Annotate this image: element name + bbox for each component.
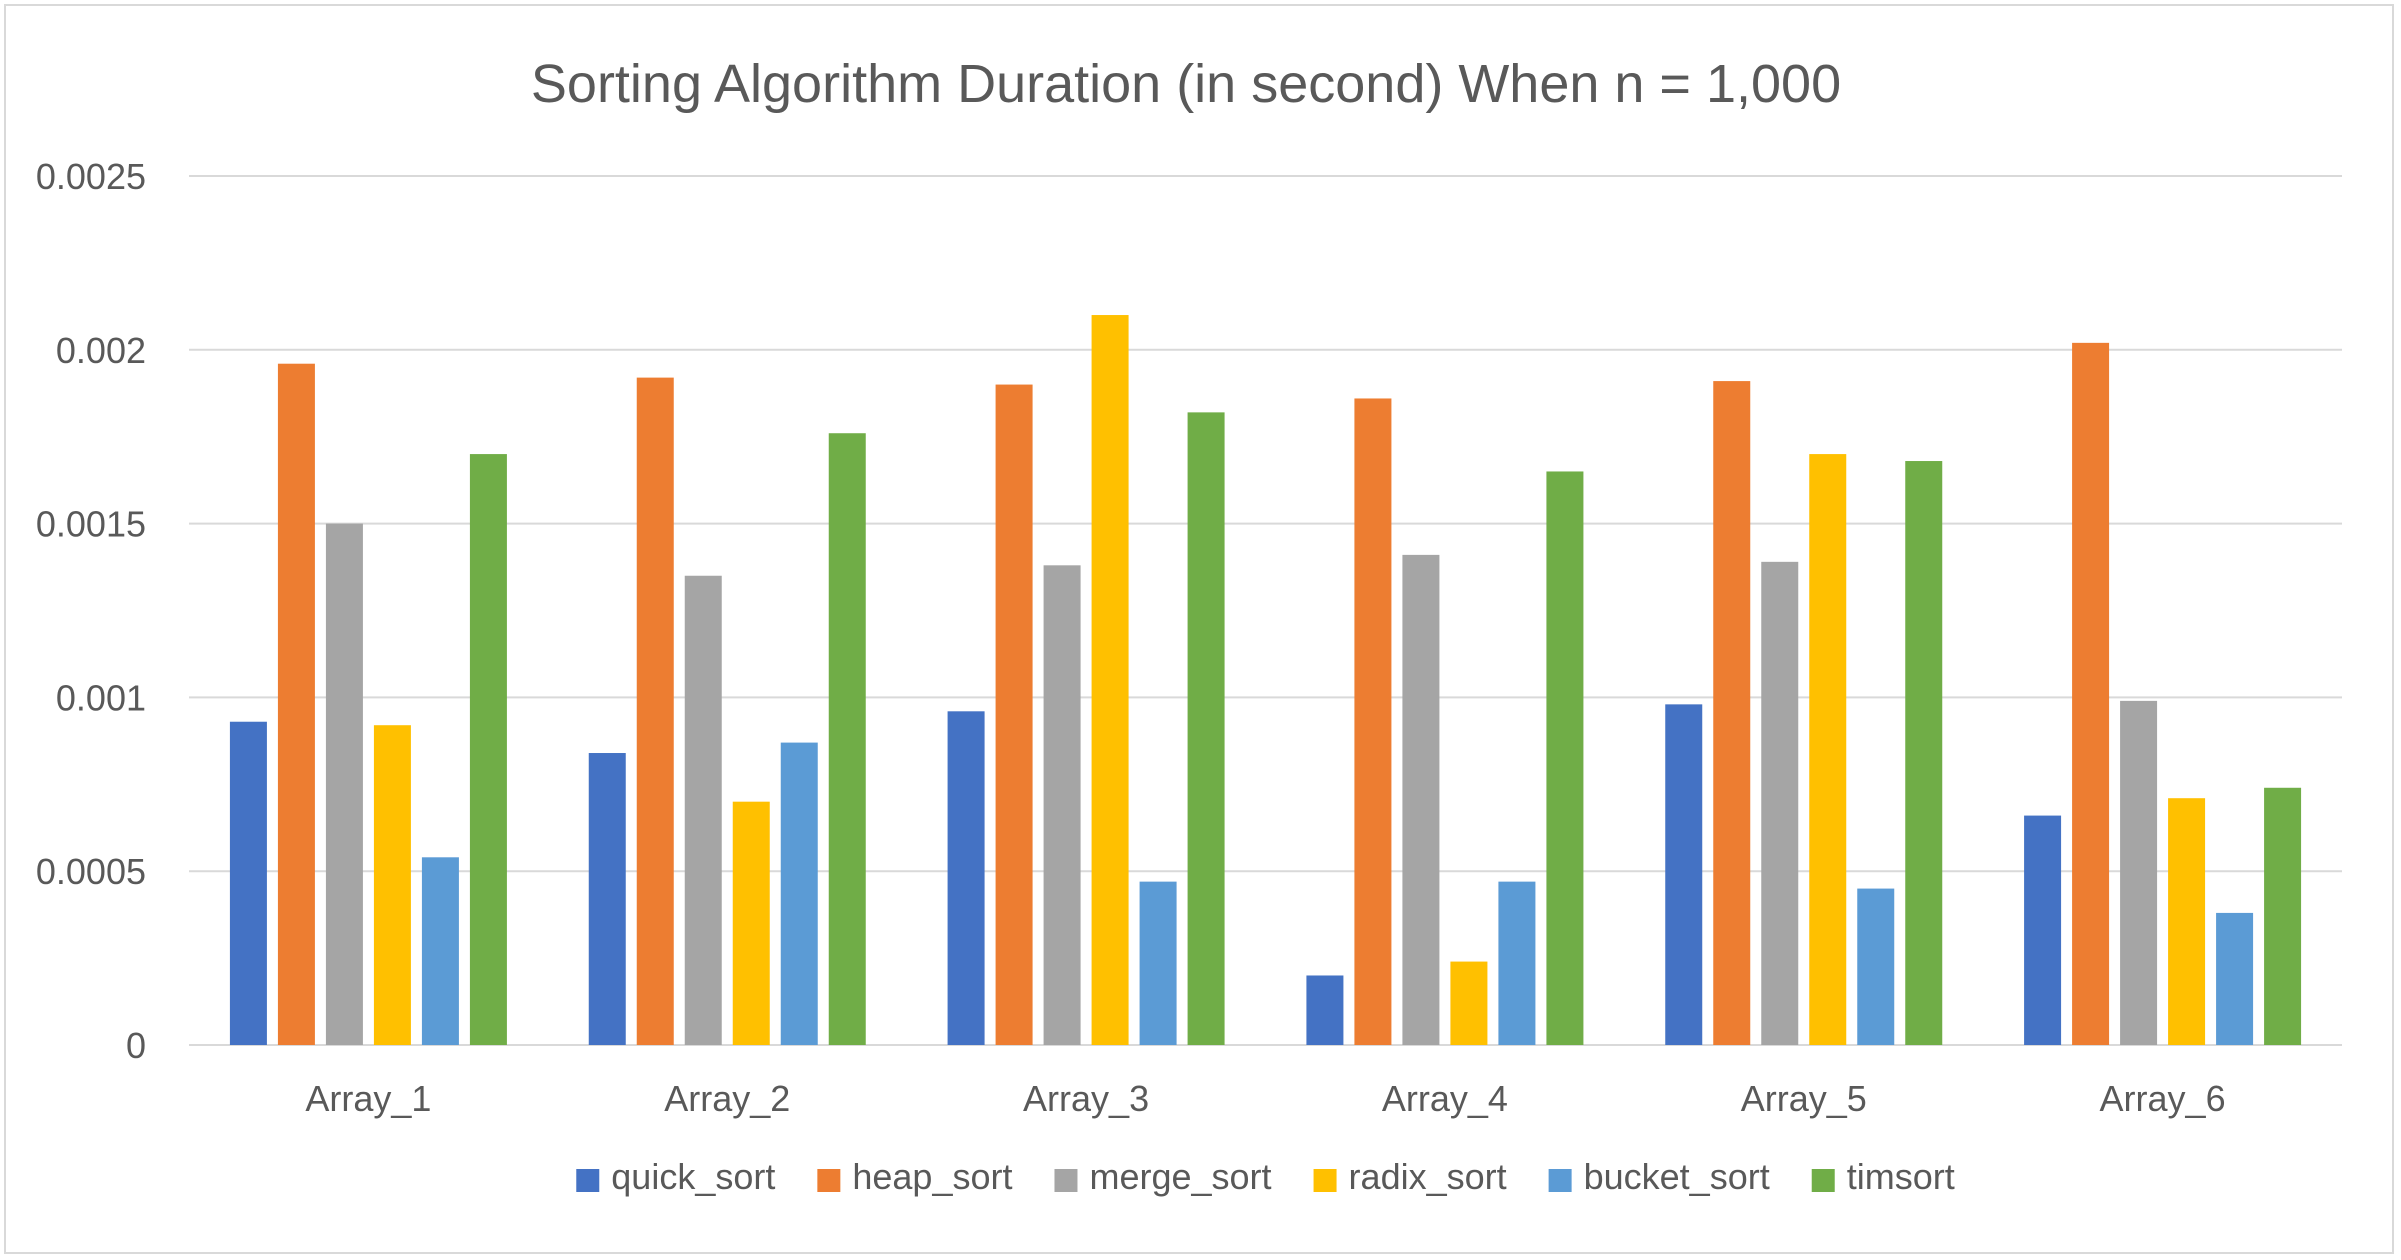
x-tick-label: Array_3 xyxy=(1023,1078,1149,1119)
bar-radix_sort-Array_3 xyxy=(1091,315,1129,1045)
bar-heap_sort-Array_1 xyxy=(277,363,315,1046)
bar-timsort-Array_6 xyxy=(2264,787,2302,1045)
bar-bucket_sort-Array_2 xyxy=(780,742,818,1045)
legend-swatch xyxy=(1548,1169,1572,1192)
legend-label: quick_sort xyxy=(611,1156,775,1197)
bar-timsort-Array_4 xyxy=(1546,471,1584,1046)
legend-item-bucket_sort: bucket_sort xyxy=(1548,1156,1770,1197)
x-axis-labels: Array_1 Array_2 Array_3 Array_4 Array_5 Array… xyxy=(305,1078,2225,1119)
x-tick-label: Array_4 xyxy=(1382,1078,1508,1119)
legend-swatch xyxy=(1811,1169,1835,1192)
bar-timsort-Array_5 xyxy=(1905,461,1943,1046)
x-tick-label: Array_5 xyxy=(1741,1078,1867,1119)
y-tick-label: 0.001 xyxy=(56,677,146,718)
bar-merge_sort-Array_4 xyxy=(1402,554,1440,1045)
bar-quick_sort-Array_2 xyxy=(588,753,626,1045)
bar-merge_sort-Array_2 xyxy=(684,575,722,1045)
legend-item-merge_sort: merge_sort xyxy=(1054,1156,1272,1197)
bar-heap_sort-Array_2 xyxy=(636,377,674,1045)
bar-quick_sort-Array_5 xyxy=(1665,704,1703,1045)
bar-bucket_sort-Array_3 xyxy=(1139,881,1177,1045)
legend-label: radix_sort xyxy=(1349,1156,1507,1197)
bar-merge_sort-Array_3 xyxy=(1043,565,1081,1045)
bar-quick_sort-Array_4 xyxy=(1306,975,1344,1045)
legend-label: merge_sort xyxy=(1089,1156,1271,1197)
bar-quick_sort-Array_6 xyxy=(2024,815,2062,1045)
legend-swatch xyxy=(576,1169,600,1192)
bar-quick_sort-Array_1 xyxy=(229,721,267,1045)
legend-label: timsort xyxy=(1847,1156,1955,1197)
legend-label: bucket_sort xyxy=(1584,1156,1770,1197)
legend-swatch xyxy=(817,1169,841,1192)
bar-heap_sort-Array_4 xyxy=(1354,398,1392,1045)
legend-item-radix_sort: radix_sort xyxy=(1313,1156,1507,1197)
legend-item-quick_sort: quick_sort xyxy=(576,1156,775,1197)
bar-merge_sort-Array_6 xyxy=(2120,700,2158,1045)
bar-quick_sort-Array_3 xyxy=(947,711,985,1045)
bars xyxy=(229,315,2302,1046)
bar-radix_sort-Array_4 xyxy=(1450,961,1488,1045)
chart-title: Sorting Algorithm Duration (in second) W… xyxy=(531,54,1841,114)
bar-bucket_sort-Array_6 xyxy=(2216,912,2254,1045)
legend-item-heap_sort: heap_sort xyxy=(817,1156,1012,1197)
bar-heap_sort-Array_6 xyxy=(2072,342,2110,1045)
bar-chart: Sorting Algorithm Duration (in second) W… xyxy=(36,54,2342,1197)
x-tick-label: Array_2 xyxy=(664,1078,790,1119)
bar-radix_sort-Array_6 xyxy=(2168,798,2206,1045)
legend: quick_sort heap_sort merge_sort radix_sort b… xyxy=(576,1156,1955,1197)
bar-radix_sort-Array_2 xyxy=(732,801,770,1045)
bar-heap_sort-Array_3 xyxy=(995,384,1033,1045)
y-axis-labels: 0 0.0005 0.001 0.0015 0.002 0.0025 xyxy=(36,156,146,1066)
bar-heap_sort-Array_5 xyxy=(1713,381,1751,1046)
bar-bucket_sort-Array_1 xyxy=(421,857,459,1045)
y-tick-label: 0.002 xyxy=(56,330,146,371)
bar-merge_sort-Array_1 xyxy=(325,523,363,1045)
bar-bucket_sort-Array_5 xyxy=(1857,888,1895,1045)
y-tick-label: 0 xyxy=(126,1025,146,1066)
bar-bucket_sort-Array_4 xyxy=(1498,881,1536,1045)
legend-item-timsort: timsort xyxy=(1811,1156,1955,1197)
bar-timsort-Array_2 xyxy=(828,433,866,1045)
x-tick-label: Array_1 xyxy=(305,1078,431,1119)
gridlines xyxy=(189,175,2342,1046)
chart-frame: Sorting Algorithm Duration (in second) W… xyxy=(4,4,2394,1254)
bar-timsort-Array_3 xyxy=(1187,412,1225,1045)
y-tick-label: 0.0015 xyxy=(36,504,146,545)
y-tick-label: 0.0005 xyxy=(36,851,146,892)
y-tick-label: 0.0025 xyxy=(36,156,146,197)
legend-swatch xyxy=(1313,1169,1337,1192)
bar-merge_sort-Array_5 xyxy=(1761,561,1799,1045)
legend-label: heap_sort xyxy=(852,1156,1012,1197)
bar-radix_sort-Array_5 xyxy=(1809,454,1847,1046)
x-tick-label: Array_6 xyxy=(2100,1078,2226,1119)
legend-swatch xyxy=(1054,1169,1078,1192)
bar-radix_sort-Array_1 xyxy=(373,725,411,1045)
bar-timsort-Array_1 xyxy=(469,454,507,1046)
